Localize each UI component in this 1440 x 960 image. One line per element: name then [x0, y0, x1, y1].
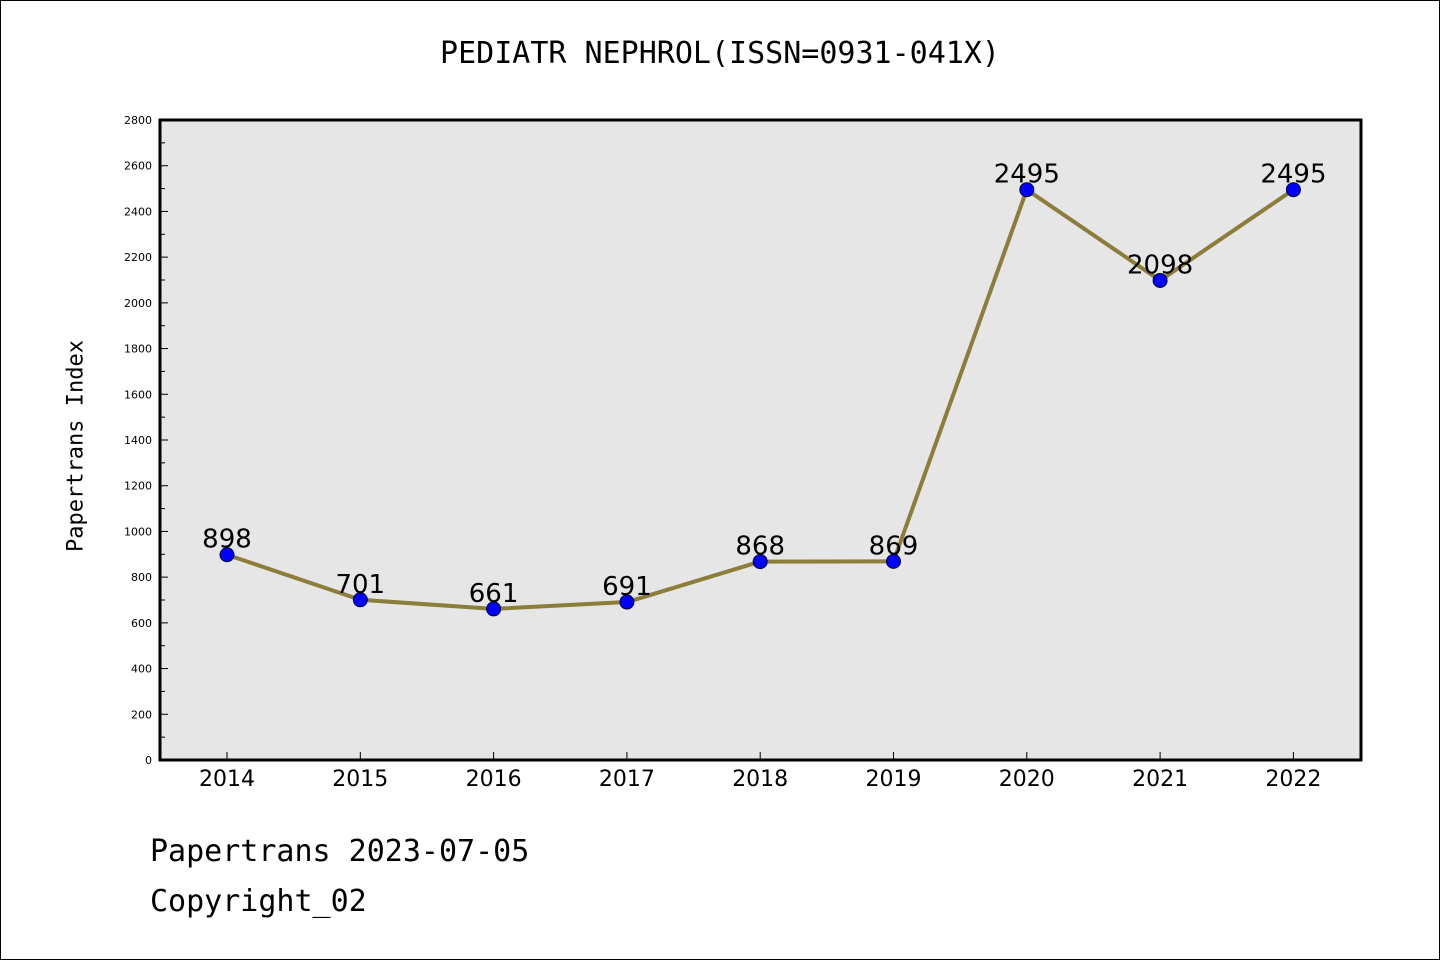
y-tick-label: 2400 [124, 205, 152, 218]
y-tick-label: 1200 [124, 480, 152, 493]
chart-title: PEDIATR NEPHROL(ISSN=0931-041X) [440, 36, 1000, 71]
x-tick-label: 2015 [332, 767, 388, 792]
data-point [219, 547, 235, 563]
data-point [1285, 182, 1301, 198]
data-point [352, 592, 368, 608]
data-label: 869 [869, 531, 919, 561]
plot-border [158, 118, 1363, 762]
data-label: 701 [335, 570, 385, 600]
plot-area [160, 120, 1361, 760]
data-point [886, 553, 901, 569]
y-tick-label: 200 [131, 708, 152, 721]
x-tick-label: 2014 [199, 767, 255, 792]
x-tick-label: 2019 [866, 767, 922, 792]
footer-date: Papertrans 2023-07-05 [150, 834, 530, 869]
data-label: 868 [735, 532, 785, 562]
y-tick-label: 2800 [124, 114, 152, 127]
x-tick-label: 2017 [599, 767, 655, 792]
y-tick-label: 800 [131, 571, 152, 584]
x-tick-label: 2022 [1265, 767, 1321, 792]
y-tick-label: 1600 [124, 388, 152, 401]
data-label: 2098 [1127, 250, 1193, 280]
data-label: 2495 [994, 160, 1060, 190]
data-label: 2495 [1260, 160, 1326, 190]
data-point [752, 554, 768, 570]
y-tick-label: 0 [145, 754, 152, 767]
y-tick-label: 2000 [124, 297, 152, 310]
data-point [1152, 272, 1168, 288]
data-label: 691 [602, 572, 652, 602]
data-point [619, 594, 635, 610]
y-tick-label: 600 [131, 617, 152, 630]
y-tick-label: 1400 [124, 434, 152, 447]
x-tick-label: 2021 [1132, 767, 1188, 792]
data-label: 661 [469, 579, 519, 609]
y-tick-label: 1800 [124, 343, 152, 356]
y-tick-label: 400 [131, 663, 152, 676]
x-tick-label: 2016 [466, 767, 522, 792]
data-point [486, 601, 502, 617]
y-tick-label: 1000 [124, 525, 152, 538]
y-tick-label: 2200 [124, 251, 152, 264]
x-tick-label: 2018 [732, 767, 788, 792]
data-point [1019, 182, 1035, 198]
x-tick-label: 2020 [999, 767, 1055, 792]
footer-copyright: Copyright_02 [150, 884, 367, 919]
y-tick-label: 2600 [124, 160, 152, 173]
data-label: 898 [202, 525, 252, 555]
